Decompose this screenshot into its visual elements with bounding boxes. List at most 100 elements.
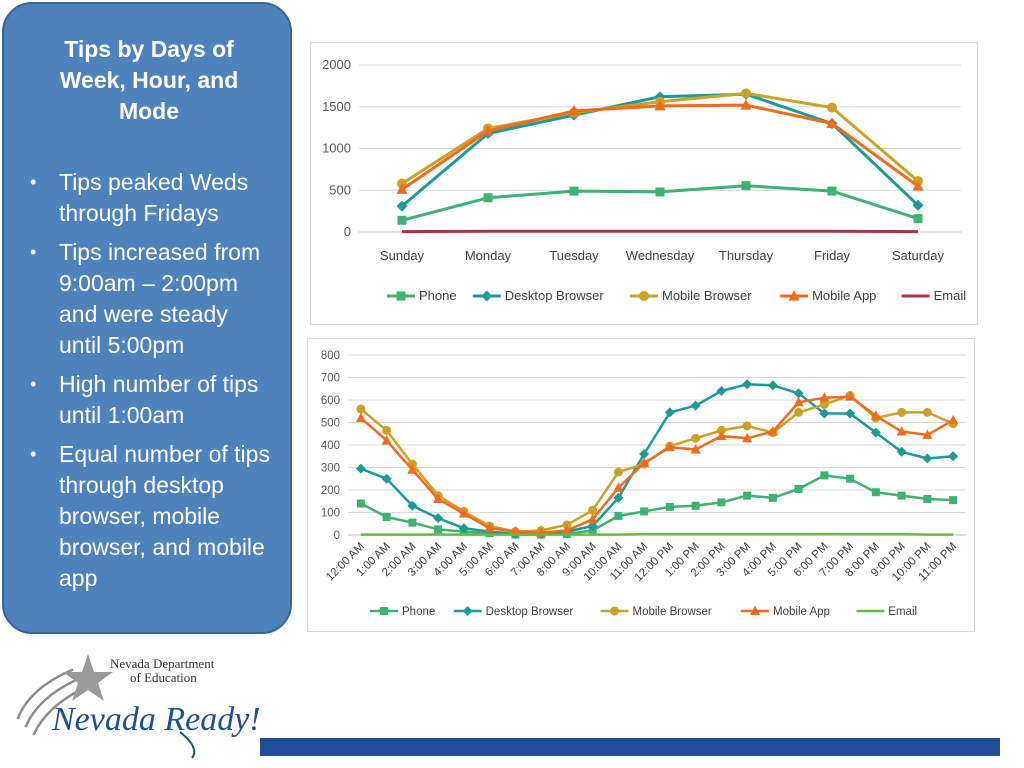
legend-marker bbox=[610, 606, 619, 616]
y-tick-label: 0 bbox=[334, 530, 340, 542]
bullet-dot-icon: • bbox=[30, 242, 37, 262]
data-point bbox=[458, 508, 469, 518]
data-point bbox=[716, 386, 727, 396]
data-point bbox=[819, 400, 829, 409]
legend-marker bbox=[396, 291, 406, 301]
data-point bbox=[510, 526, 521, 536]
legend-label: Desktop Browser bbox=[505, 288, 605, 303]
data-point bbox=[396, 183, 408, 194]
series-mobile-browser bbox=[356, 391, 958, 537]
series-phone bbox=[356, 471, 958, 539]
data-point bbox=[948, 414, 959, 425]
data-point bbox=[382, 425, 392, 435]
data-point bbox=[690, 400, 701, 411]
x-tick-label: Thursday bbox=[719, 248, 774, 263]
bullet-text: Tips peaked Weds through Fridays bbox=[59, 169, 249, 226]
chart-legend: Phone Desktop Browser Mobile Browser Mobile… bbox=[387, 288, 966, 303]
nevada-education-logo: Nevada Department of Education Nevada Re… bbox=[10, 648, 261, 763]
x-tick-label: Wednesday bbox=[626, 248, 695, 263]
legend-label: Phone bbox=[419, 288, 457, 303]
legend-marker bbox=[750, 605, 761, 615]
data-point bbox=[356, 499, 365, 508]
series-line bbox=[360, 474, 954, 536]
data-point bbox=[846, 474, 855, 483]
data-point bbox=[381, 435, 392, 445]
data-point bbox=[484, 522, 495, 533]
panel-title: Tips by Days of Week, Hour, and Mode bbox=[59, 36, 239, 124]
data-point bbox=[561, 525, 572, 535]
legend-item-phone: Phone bbox=[387, 288, 457, 303]
data-point bbox=[793, 388, 804, 399]
legend-label: Mobile Browser bbox=[633, 606, 712, 618]
data-point bbox=[742, 421, 752, 431]
data-point bbox=[819, 392, 830, 402]
data-point bbox=[665, 502, 674, 511]
y-tick-label: 1000 bbox=[322, 141, 351, 156]
legend-label: Mobile App bbox=[773, 606, 830, 618]
swoosh-icon bbox=[16, 668, 82, 736]
y-tick-label: 500 bbox=[329, 182, 351, 197]
data-point bbox=[588, 505, 598, 515]
series-line bbox=[360, 394, 954, 533]
data-point bbox=[923, 495, 932, 503]
series-line bbox=[360, 532, 954, 536]
bullet-list: • Tips peaked Weds through Fridays • Tips … bbox=[26, 167, 272, 594]
legend-item-email: Email bbox=[901, 288, 966, 303]
chart-legend: Phone Desktop Browser Mobile Browser Mobile… bbox=[370, 605, 917, 618]
data-point bbox=[613, 492, 624, 503]
data-point bbox=[433, 493, 444, 503]
bullet-item: • Equal number of tips through desktop br… bbox=[26, 439, 272, 594]
y-tick-label: 2000 bbox=[322, 57, 351, 72]
summary-panel: Tips by Days of Week, Hour, and Mode • Ti… bbox=[2, 2, 292, 634]
logo-org-line1: Nevada Department bbox=[110, 656, 215, 671]
data-point bbox=[562, 520, 572, 530]
data-point bbox=[845, 391, 856, 401]
data-point bbox=[742, 432, 753, 443]
data-point bbox=[355, 463, 366, 474]
data-point bbox=[922, 407, 932, 417]
data-point bbox=[949, 496, 958, 505]
bullet-text: Equal number of tips through desktop bro… bbox=[59, 441, 270, 591]
legend-item-email: Email bbox=[856, 606, 917, 618]
data-point bbox=[396, 200, 408, 212]
bullet-dot-icon: • bbox=[30, 172, 37, 192]
data-point bbox=[912, 199, 924, 211]
logo-art: Nevada Department of Education Nevada Re… bbox=[16, 654, 261, 759]
data-point bbox=[639, 457, 650, 467]
y-tick-label: 800 bbox=[321, 350, 340, 362]
data-point bbox=[912, 180, 924, 191]
data-point bbox=[569, 186, 579, 196]
data-point bbox=[827, 186, 837, 196]
legend-item-mobile-browser: Mobile Browser bbox=[600, 606, 712, 618]
data-point bbox=[767, 426, 778, 436]
data-point bbox=[613, 482, 624, 492]
bullet-dot-icon: • bbox=[30, 374, 37, 394]
logo-underline-swash bbox=[179, 731, 196, 759]
data-point bbox=[741, 88, 751, 99]
y-tick-label: 600 bbox=[321, 395, 340, 407]
bullet-text: High number of tips until 1:00am bbox=[59, 371, 259, 428]
y-tick-label: 200 bbox=[321, 485, 340, 497]
logo-script: Nevada Ready! bbox=[51, 701, 260, 738]
y-tick-label: 100 bbox=[321, 508, 340, 520]
data-point bbox=[922, 429, 933, 439]
x-tick-label: Friday bbox=[814, 248, 851, 263]
legend-marker bbox=[462, 606, 473, 616]
x-tick-label: Saturday bbox=[892, 248, 945, 263]
data-point bbox=[664, 407, 675, 418]
data-point bbox=[793, 396, 804, 407]
legend-marker bbox=[481, 290, 493, 302]
data-point bbox=[870, 410, 881, 420]
bullet-item: • Tips increased from 9:00am – 2:00pm and… bbox=[26, 237, 272, 361]
series-phone bbox=[397, 181, 923, 225]
legend-item-phone: Phone bbox=[370, 606, 435, 618]
data-point bbox=[356, 404, 366, 414]
data-point bbox=[871, 488, 880, 497]
data-point bbox=[794, 484, 803, 493]
data-point bbox=[948, 451, 959, 462]
data-point bbox=[483, 193, 493, 203]
data-point bbox=[614, 511, 623, 520]
tips-by-day-chart: 0 500 1000 1500 2000 Sunday Monday Tuesday Wedne… bbox=[310, 42, 978, 325]
legend-item-mobile-app: Mobile App bbox=[780, 288, 876, 303]
